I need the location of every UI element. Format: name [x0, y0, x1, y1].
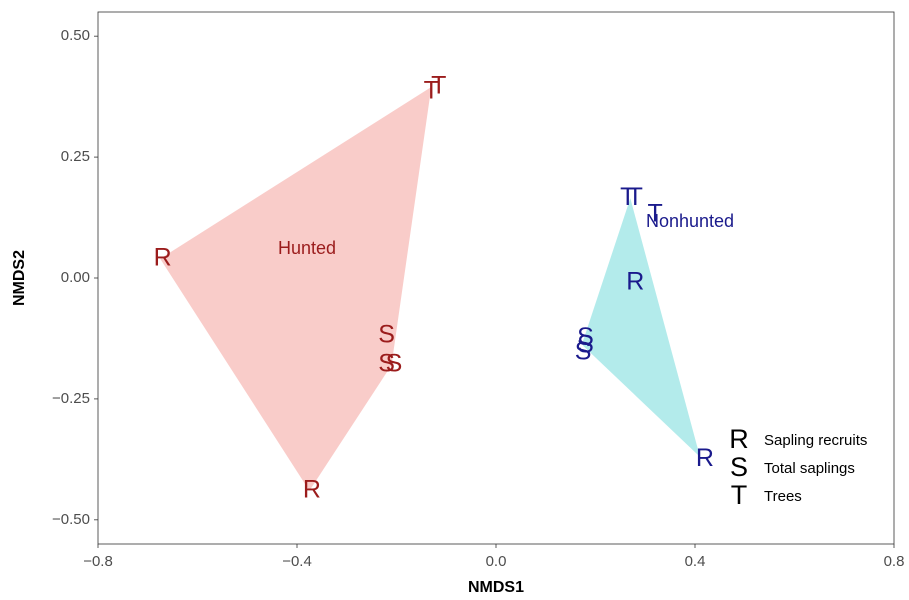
x-tick-label: 0.0	[486, 553, 507, 570]
point-hunted-s-3: S	[378, 321, 395, 349]
point-nonhunted-s-6: S	[575, 338, 592, 366]
y-tick-label: 0.00	[61, 269, 90, 286]
legend-label-s: Total saplings	[764, 460, 855, 477]
x-tick-label: −0.4	[282, 553, 312, 570]
legend: R Sapling recruits S Total saplings T Trees	[729, 424, 867, 510]
x-axis-ticks: −0.8 −0.4 0.0 0.4 0.8	[83, 544, 904, 570]
point-nonhunted-s-5: S	[577, 330, 594, 358]
y-axis-title: NMDS2	[11, 250, 28, 306]
group-labels: Hunted Nonhunted	[278, 211, 734, 258]
point-nonhunted-r-3: R	[626, 267, 644, 295]
point-hunted-s-5: S	[386, 350, 403, 378]
x-tick-label: −0.8	[83, 553, 113, 570]
legend-label-t: Trees	[764, 488, 802, 505]
x-tick-label: 0.8	[884, 553, 905, 570]
point-nonhunted-s-4: S	[577, 323, 594, 351]
hull-nonhunted	[583, 198, 700, 457]
group-label-hunted: Hunted	[278, 238, 336, 258]
y-tick-label: 0.50	[61, 27, 90, 44]
point-nonhunted-r-7: R	[696, 444, 714, 472]
x-tick-label: 0.4	[685, 553, 706, 570]
y-tick-label: −0.25	[52, 390, 90, 407]
legend-key-s: S	[730, 452, 748, 482]
point-hunted-t-0: T	[424, 76, 439, 104]
point-hunted-s-4: S	[378, 350, 395, 378]
point-hunted-r-6: R	[303, 475, 321, 503]
point-nonhunted-t-1: T	[628, 183, 643, 211]
group-hulls	[160, 87, 700, 491]
legend-key-t: T	[731, 480, 748, 510]
y-axis-ticks: −0.50 −0.25 0.00 0.25 0.50	[52, 27, 98, 528]
y-tick-label: 0.25	[61, 148, 90, 165]
point-hunted-t-1: T	[431, 72, 446, 100]
legend-key-r: R	[729, 424, 749, 454]
point-hunted-r-2: R	[154, 243, 172, 271]
y-tick-label: −0.50	[52, 511, 90, 528]
x-axis-title: NMDS1	[468, 579, 524, 596]
group-label-nonhunted: Nonhunted	[646, 211, 734, 231]
hull-hunted	[160, 87, 432, 491]
point-nonhunted-t-2: T	[648, 200, 663, 228]
legend-label-r: Sapling recruits	[764, 432, 867, 449]
point-nonhunted-t-0: T	[620, 183, 635, 211]
